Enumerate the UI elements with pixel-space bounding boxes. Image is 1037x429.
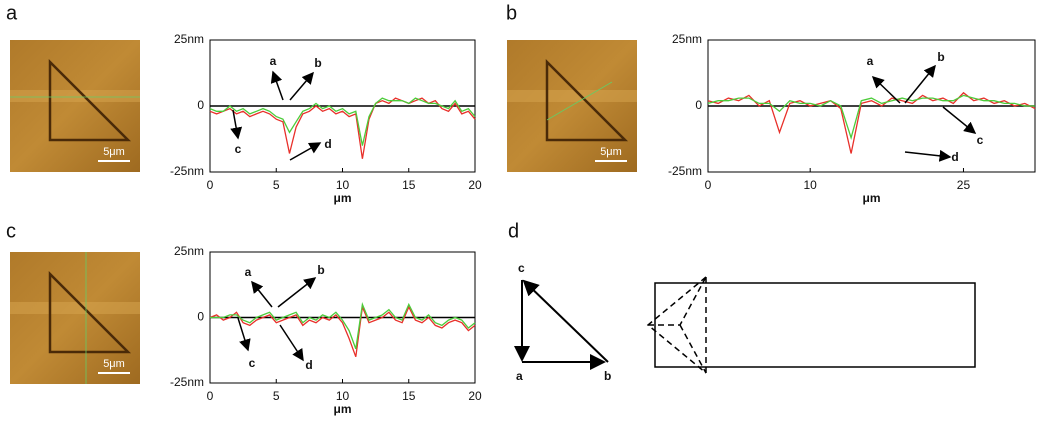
annotation-label: b <box>937 50 944 64</box>
annotation-arrow <box>230 109 243 140</box>
annotation-label: d <box>324 137 331 151</box>
afm-image <box>10 252 140 384</box>
afm-streak <box>507 90 637 102</box>
panel-label: a <box>6 2 18 24</box>
x-tick-label: 20 <box>468 389 482 403</box>
afm-streak <box>10 302 140 314</box>
x-tick-label: 0 <box>207 178 214 192</box>
x-tick-label: 0 <box>207 389 214 403</box>
annotation-arrow <box>871 75 901 104</box>
annotation-arrow <box>270 70 284 101</box>
profile-line <box>209 97 476 146</box>
panel-label: d <box>508 220 519 242</box>
section-line <box>546 81 613 121</box>
annotation-arrow <box>251 280 273 308</box>
afm-triangle <box>545 58 629 142</box>
annotation-label: b <box>317 263 324 277</box>
annotation-arrow <box>289 71 314 101</box>
diagram-label: b <box>604 369 611 383</box>
afm-image <box>10 40 140 172</box>
y-tick-label: 25nm <box>174 244 204 258</box>
annotation-label: c <box>235 142 242 156</box>
annotation-label: c <box>977 133 984 147</box>
afm-triangle <box>48 58 132 142</box>
panel-label: c <box>6 220 16 242</box>
profile-line <box>707 94 1035 140</box>
annotation-label: b <box>314 56 321 70</box>
scale-bar-label: 5μm <box>600 146 622 158</box>
diagram-label: a <box>516 369 523 383</box>
y-tick-label: 25nm <box>672 32 702 46</box>
diagram <box>514 276 976 374</box>
x-tick-label: 15 <box>402 178 416 192</box>
annotation-label: a <box>867 54 874 68</box>
x-tick-label: 5 <box>273 389 280 403</box>
annotation-label: a <box>270 54 277 68</box>
annotation-label: d <box>951 150 958 164</box>
y-tick-label: 25nm <box>174 32 204 46</box>
y-tick-label: 0 <box>197 310 204 324</box>
y-tick-label: 0 <box>695 98 702 112</box>
x-tick-label: 15 <box>402 389 416 403</box>
x-axis-label: μm <box>862 191 880 205</box>
annotation-arrow <box>237 317 251 352</box>
afm-streak <box>10 90 140 102</box>
scale-bar-label: 5μm <box>103 358 125 370</box>
x-tick-label: 20 <box>468 178 482 192</box>
x-tick-label: 10 <box>336 389 350 403</box>
profile-line <box>707 91 1036 154</box>
x-axis-label: μm <box>333 402 351 416</box>
profile-line <box>210 302 476 350</box>
scale-bar-label: 5μm <box>103 146 125 158</box>
annotation-arrow <box>289 142 322 161</box>
x-tick-label: 25 <box>957 178 971 192</box>
x-axis-label: μm <box>333 191 351 205</box>
y-tick-label: -25nm <box>668 164 702 178</box>
profile-line <box>209 304 476 358</box>
annotation-arrow <box>904 64 936 104</box>
y-tick-label: 0 <box>197 98 204 112</box>
afm-triangle <box>48 270 132 354</box>
x-tick-label: 10 <box>336 178 350 192</box>
profile-line <box>209 97 476 159</box>
annotation-label: d <box>305 358 312 372</box>
x-tick-label: 10 <box>804 178 818 192</box>
annotation-arrow <box>904 149 952 162</box>
x-tick-label: 0 <box>705 178 712 192</box>
annotation-label: c <box>249 356 256 370</box>
annotation-label: a <box>245 265 252 279</box>
diagram-label: c <box>518 261 525 275</box>
x-tick-label: 5 <box>273 178 280 192</box>
annotation-arrow <box>942 106 977 134</box>
y-tick-label: -25nm <box>170 375 204 389</box>
annotation-arrow <box>279 324 304 362</box>
y-tick-label: -25nm <box>170 164 204 178</box>
annotation-arrow <box>277 277 317 308</box>
panel-label: b <box>506 2 517 24</box>
afm-image <box>507 40 637 172</box>
